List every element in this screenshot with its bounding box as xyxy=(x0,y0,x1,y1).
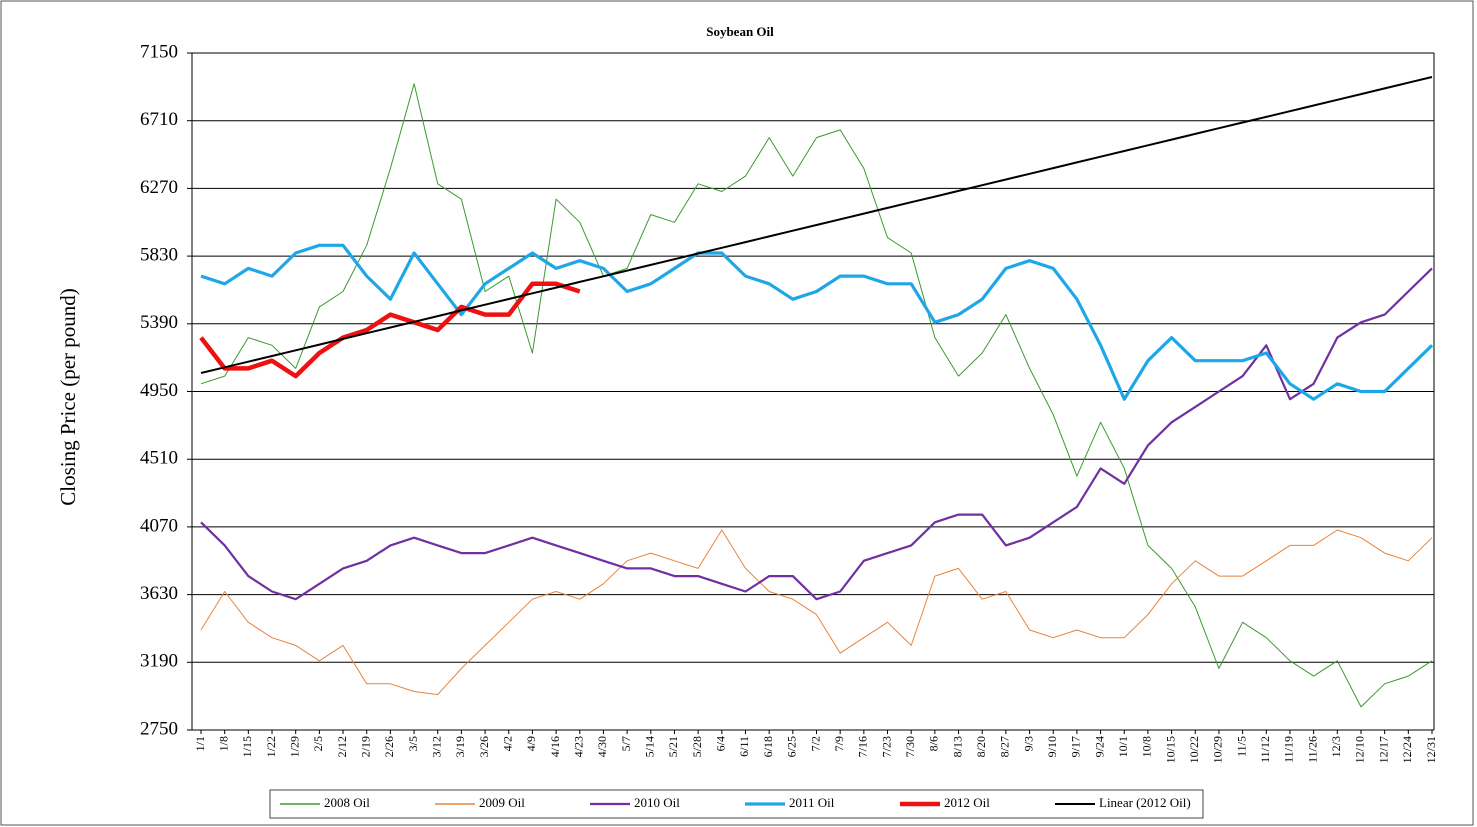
x-tick-label: 5/28 xyxy=(690,736,704,757)
y-tick-label: 5830 xyxy=(140,244,178,265)
x-tick-label: 3/19 xyxy=(453,736,467,757)
series-line xyxy=(200,83,1433,708)
x-tick-label: 6/11 xyxy=(737,736,751,757)
y-tick-label: 2750 xyxy=(140,718,178,739)
x-tick-label: 10/8 xyxy=(1140,736,1154,757)
y-tick-label: 6270 xyxy=(140,177,178,198)
y-tick-label: 6710 xyxy=(140,109,178,130)
y-tick-label: 3190 xyxy=(140,651,178,672)
y-tick-label: 4510 xyxy=(140,448,178,469)
x-tick-label: 5/7 xyxy=(619,736,633,751)
x-tick-label: 4/9 xyxy=(524,736,538,751)
x-tick-label: 9/17 xyxy=(1069,736,1083,757)
x-tick-label: 4/23 xyxy=(572,736,586,757)
x-tick-label: 9/10 xyxy=(1045,736,1059,757)
x-tick-label: 12/3 xyxy=(1329,736,1343,757)
x-tick-label: 5/21 xyxy=(666,736,680,757)
x-tick-label: 8/20 xyxy=(974,736,988,757)
x-tick-label: 3/12 xyxy=(429,736,443,757)
x-tick-label: 1/8 xyxy=(216,736,230,751)
x-tick-label: 9/3 xyxy=(1021,736,1035,751)
x-tick-label: 11/5 xyxy=(1234,736,1248,757)
x-tick-label: 12/17 xyxy=(1376,736,1390,763)
y-axis-label: Closing Price (per pound) xyxy=(56,288,80,506)
x-tick-label: 2/26 xyxy=(382,736,396,757)
x-tick-label: 2/5 xyxy=(311,736,325,751)
legend-label: 2009 Oil xyxy=(479,795,525,810)
y-tick-label: 3630 xyxy=(140,583,178,604)
x-tick-label: 8/13 xyxy=(950,736,964,757)
x-tick-label: 12/10 xyxy=(1353,736,1367,763)
series-line xyxy=(199,281,581,379)
x-tick-label: 10/29 xyxy=(1211,736,1225,763)
x-tick-label: 3/5 xyxy=(406,736,420,751)
legend-label: Linear (2012 Oil) xyxy=(1099,795,1191,810)
x-tick-label: 1/29 xyxy=(287,736,301,757)
x-tick-label: 2/19 xyxy=(358,736,372,757)
x-tick-label: 6/4 xyxy=(714,736,728,751)
series-line xyxy=(200,243,1434,401)
x-tick-label: 1/22 xyxy=(264,736,278,757)
x-tick-label: 4/16 xyxy=(548,736,562,757)
x-tick-label: 2/12 xyxy=(335,736,349,757)
x-tick-label: 7/2 xyxy=(808,736,822,751)
x-tick-label: 9/24 xyxy=(1092,736,1106,757)
x-tick-label: 11/26 xyxy=(1305,736,1319,763)
legend-label: 2011 Oil xyxy=(789,795,835,810)
x-tick-label: 12/31 xyxy=(1424,736,1438,763)
legend-label: 2010 Oil xyxy=(634,795,680,810)
legend-label: 2008 Oil xyxy=(324,795,370,810)
x-tick-label: 6/25 xyxy=(785,736,799,757)
chart-title: Soybean Oil xyxy=(706,24,774,39)
legend-label: 2012 Oil xyxy=(944,795,990,810)
x-tick-label: 10/1 xyxy=(1116,736,1130,757)
series-line xyxy=(200,267,1433,601)
x-tick-label: 3/26 xyxy=(477,736,491,757)
legend-box xyxy=(269,789,1204,819)
x-tick-label: 7/30 xyxy=(903,736,917,757)
x-tick-label: 10/22 xyxy=(1187,736,1201,763)
x-tick-label: 10/15 xyxy=(1163,736,1177,763)
x-tick-label: 5/14 xyxy=(643,736,657,757)
x-tick-label: 6/18 xyxy=(761,736,775,757)
x-tick-label: 12/24 xyxy=(1400,736,1414,763)
x-tick-label: 1/15 xyxy=(240,736,254,757)
x-tick-label: 7/9 xyxy=(832,736,846,751)
y-tick-label: 5390 xyxy=(140,312,178,333)
x-tick-label: 11/12 xyxy=(1258,736,1272,763)
x-tick-label: 7/16 xyxy=(856,736,870,757)
series-line xyxy=(200,76,1433,374)
y-tick-label: 4070 xyxy=(140,515,178,536)
x-tick-label: 7/23 xyxy=(879,736,893,757)
series-line xyxy=(200,529,1433,696)
x-tick-label: 8/27 xyxy=(998,736,1012,757)
y-tick-label: 4950 xyxy=(140,380,178,401)
x-tick-label: 8/6 xyxy=(927,736,941,751)
x-tick-label: 11/19 xyxy=(1282,736,1296,763)
x-tick-label: 4/2 xyxy=(501,736,515,751)
x-tick-label: 4/30 xyxy=(595,736,609,757)
x-tick-label: 1/1 xyxy=(193,736,207,751)
y-tick-label: 7150 xyxy=(140,41,178,62)
